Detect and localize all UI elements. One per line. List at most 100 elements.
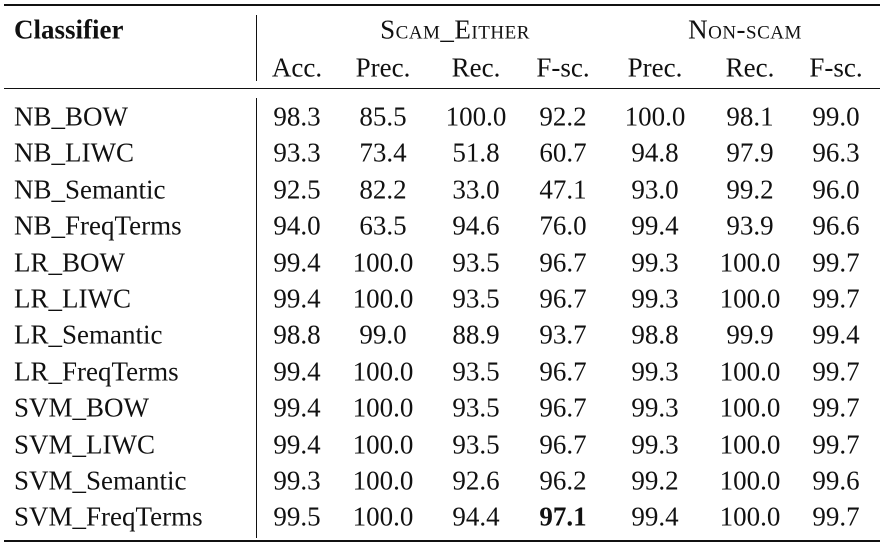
cell: 99.2	[726, 174, 774, 205]
cell: 33.0	[452, 174, 500, 205]
cell: 93.0	[631, 174, 679, 205]
cell: 94.4	[452, 501, 500, 532]
cell: 94.8	[631, 137, 679, 168]
cell: 99.9	[726, 319, 774, 350]
cell: 98.8	[631, 319, 679, 350]
cell: 47.1	[539, 174, 587, 205]
cell: 100.0	[719, 356, 781, 387]
cell: 96.7	[539, 247, 587, 278]
row-label: NB_Semantic	[14, 174, 166, 205]
cell: 99.7	[812, 392, 860, 423]
column-header: Rec.	[725, 52, 775, 83]
cell: 73.4	[359, 137, 407, 168]
cell: 99.4	[273, 429, 321, 460]
cell: 99.7	[812, 247, 860, 278]
cell: 99.0	[359, 319, 407, 350]
cell: 97.1	[539, 501, 587, 532]
cell: 88.9	[452, 319, 500, 350]
cell: 63.5	[359, 210, 407, 241]
cell: 82.2	[359, 174, 407, 205]
cell: 99.3	[631, 392, 679, 423]
cell: 100.0	[352, 429, 414, 460]
top-rule	[4, 4, 880, 6]
cell: 100.0	[352, 465, 414, 496]
cell: 99.3	[631, 356, 679, 387]
row-label: NB_BOW	[14, 101, 128, 132]
cell: 100.0	[352, 501, 414, 532]
cell: 96.7	[539, 356, 587, 387]
cell: 99.4	[631, 501, 679, 532]
cell: 92.5	[273, 174, 321, 205]
cell: 96.2	[539, 465, 587, 496]
cell: 99.6	[812, 465, 860, 496]
row-label: SVM_LIWC	[14, 429, 155, 460]
cell: 99.3	[631, 429, 679, 460]
cell: 100.0	[719, 465, 781, 496]
cell: 93.5	[452, 247, 500, 278]
cell: 99.0	[812, 101, 860, 132]
cell: 98.3	[273, 101, 321, 132]
group-header: Scam_Either	[380, 14, 530, 45]
corner-header: Classifier	[14, 14, 124, 45]
cell: 92.2	[539, 101, 587, 132]
row-label: NB_LIWC	[14, 137, 134, 168]
cell: 96.0	[812, 174, 860, 205]
cell: 92.6	[452, 465, 500, 496]
row-label: LR_Semantic	[14, 319, 163, 350]
cell: 99.2	[631, 465, 679, 496]
cell: 99.7	[812, 356, 860, 387]
cell: 100.0	[445, 101, 507, 132]
cell: 99.5	[273, 501, 321, 532]
cell: 99.7	[812, 501, 860, 532]
cell: 96.6	[812, 210, 860, 241]
cell: 99.4	[273, 247, 321, 278]
cell: 93.5	[452, 356, 500, 387]
cell: 97.9	[726, 137, 774, 168]
cell: 100.0	[352, 247, 414, 278]
cell: 99.4	[812, 319, 860, 350]
row-label: SVM_FreqTerms	[14, 501, 203, 532]
cell: 100.0	[719, 429, 781, 460]
cell: 85.5	[359, 101, 407, 132]
cell: 99.7	[812, 429, 860, 460]
column-header: Prec.	[627, 52, 683, 83]
cell: 100.0	[352, 392, 414, 423]
cell: 98.8	[273, 319, 321, 350]
cell: 93.3	[273, 137, 321, 168]
cell: 96.7	[539, 283, 587, 314]
column-divider	[256, 15, 257, 81]
cell: 93.9	[726, 210, 774, 241]
cell: 99.3	[273, 465, 321, 496]
cell: 93.7	[539, 319, 587, 350]
group-header: Non-scam	[688, 14, 802, 45]
row-label: LR_LIWC	[14, 283, 131, 314]
cell: 93.5	[452, 429, 500, 460]
cell: 51.8	[452, 137, 500, 168]
cell: 99.7	[812, 283, 860, 314]
cell: 99.4	[631, 210, 679, 241]
cell: 100.0	[624, 101, 686, 132]
row-label: SVM_Semantic	[14, 465, 187, 496]
cell: 94.6	[452, 210, 500, 241]
cell: 100.0	[719, 283, 781, 314]
row-label: LR_FreqTerms	[14, 356, 179, 387]
column-divider	[256, 98, 257, 538]
cell: 100.0	[352, 356, 414, 387]
cell: 100.0	[719, 501, 781, 532]
cell: 99.4	[273, 356, 321, 387]
cell: 93.5	[452, 392, 500, 423]
column-header: Acc.	[271, 52, 323, 83]
cell: 96.7	[539, 392, 587, 423]
cell: 99.4	[273, 392, 321, 423]
column-header: Rec.	[451, 52, 501, 83]
cell: 98.1	[726, 101, 774, 132]
cell: 76.0	[539, 210, 587, 241]
row-label: SVM_BOW	[14, 392, 150, 423]
cell: 94.0	[273, 210, 321, 241]
cell: 99.3	[631, 283, 679, 314]
cell: 99.3	[631, 247, 679, 278]
cell: 96.7	[539, 429, 587, 460]
cell: 60.7	[539, 137, 587, 168]
cell: 100.0	[719, 247, 781, 278]
